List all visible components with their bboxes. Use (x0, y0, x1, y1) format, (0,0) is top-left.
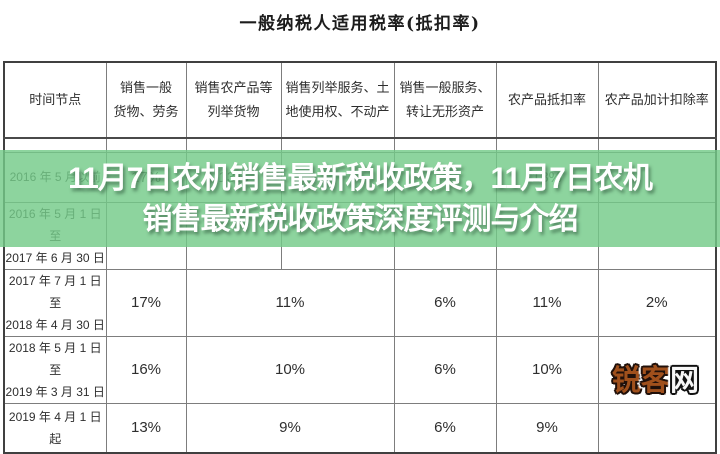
watermark-char: 网 (670, 365, 700, 397)
header-text: 列举货物 (207, 104, 260, 119)
header-text: 农产品抵扣率 (507, 92, 586, 107)
spacer-row (3, 137, 717, 153)
cell-extra-deduction: 2% (597, 268, 717, 337)
header-general-services: 销售一般服务、 转让无形资产 (393, 61, 497, 139)
header-text: 销售农产品等 (194, 80, 273, 95)
cell-agri-listed-merged: 9% (185, 402, 395, 454)
cell-general-services: 6% (393, 335, 497, 404)
header-agri-goods: 销售农产品等 列举货物 (185, 61, 282, 139)
header-general-goods: 销售一般 货物、劳务 (105, 61, 187, 139)
cell-extra-deduction (597, 402, 717, 454)
header-text: 地使用权、不动产 (285, 104, 390, 119)
watermark-char: 客 (641, 365, 671, 397)
tax-rate-table: 时间节点 销售一般 货物、劳务 销售农产品等 列举货物 销售列举服务、土 地使用… (3, 61, 717, 454)
table-row: 2018 年 5 月 1 日至 2019 年 3 月 31 日 16% 10% … (3, 335, 717, 404)
table-row: 2017 年 7 月 1 日至 2018 年 4 月 30 日 17% 11% … (3, 268, 717, 337)
cell-agri-listed-merged: 10% (185, 335, 395, 404)
header-text: 货物、劳务 (113, 104, 179, 119)
header-agri-deduction: 农产品抵扣率 (495, 61, 599, 139)
banner-title-line1: 11月7日农机销售最新税收政策，11月7日农机 (68, 162, 653, 195)
header-text: 销售一般服务、 (399, 80, 491, 95)
header-text: 销售一般 (119, 80, 172, 95)
header-listed-services: 销售列举服务、土 地使用权、不动产 (280, 61, 395, 139)
cell-general-services: 6% (393, 402, 497, 454)
page-title: 一般纳税人适用税率(抵扣率) (239, 14, 481, 34)
cell-period: 2017 年 7 月 1 日至 2018 年 4 月 30 日 (3, 268, 107, 337)
cell-general-services: 6% (393, 268, 497, 337)
header-time-node: 时间节点 (3, 61, 107, 139)
header-text: 转让无形资产 (405, 104, 484, 119)
cell-general-goods: 13% (105, 402, 187, 454)
cell-agri-listed-merged: 11% (185, 268, 395, 337)
watermark-logo: 锐客网 (612, 357, 699, 399)
header-text: 销售列举服务、土 (285, 80, 390, 95)
news-banner-overlay: 11月7日农机销售最新税收政策，11月7日农机 销售最新税收政策深度评测与介绍 (0, 150, 720, 247)
watermark-char: 锐 (612, 365, 642, 397)
header-row: 时间节点 销售一般 货物、劳务 销售农产品等 列举货物 销售列举服务、土 地使用… (3, 61, 717, 139)
cell-period: 2019 年 4 月 1 日起 (3, 402, 107, 454)
header-text: 农产品加计扣除率 (604, 92, 709, 107)
header-extra-deduction: 农产品加计扣除率 (597, 61, 717, 139)
cell-general-goods: 16% (105, 335, 187, 404)
cell-agri-deduction: 9% (495, 402, 599, 454)
header-text: 时间节点 (29, 92, 82, 107)
cell-agri-deduction: 11% (495, 268, 599, 337)
table-row: 2019 年 4 月 1 日起 13% 9% 6% 9% (3, 402, 717, 454)
banner-title-line2: 销售最新税收政策深度评测与介绍 (142, 203, 579, 236)
cell-agri-deduction: 10% (495, 335, 599, 404)
cell-period: 2018 年 5 月 1 日至 2019 年 3 月 31 日 (3, 335, 107, 404)
cell-general-goods: 17% (105, 268, 187, 337)
cell-extra-deduction: 2% (597, 335, 717, 404)
